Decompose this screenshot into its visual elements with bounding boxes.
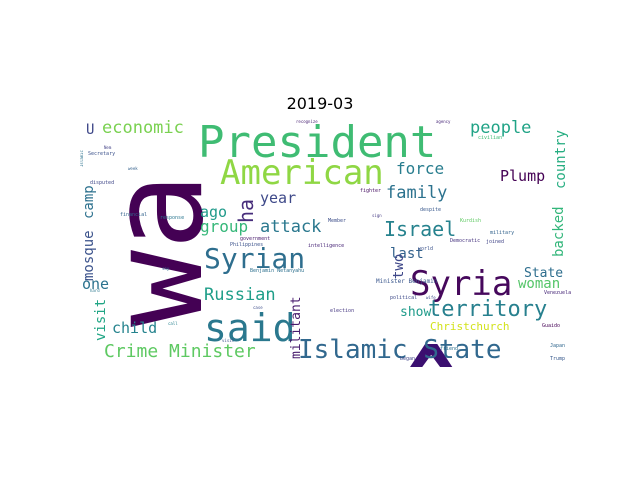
word-cloud-word: Nem [104, 145, 112, 150]
word-cloud-word: Secretary [88, 151, 116, 157]
word-cloud-word: ha [234, 198, 258, 223]
word-cloud-word: group [200, 217, 249, 236]
word-cloud-word: backed [551, 206, 567, 257]
word-cloud-word: world [418, 246, 434, 252]
word-cloud-word: visit [222, 338, 235, 343]
word-cloud-word: Crime Minister [104, 341, 256, 362]
word-cloud-word: ago [200, 203, 228, 221]
word-cloud-word: Syria [410, 264, 513, 304]
word-cloud-word: Syrian [204, 242, 306, 275]
word-cloud-word: agency [436, 119, 451, 124]
word-cloud-word: Japan [550, 343, 566, 349]
word-cloud-word: began [400, 356, 416, 362]
word-cloud-word: last [390, 246, 424, 262]
word-cloud-word: show [400, 305, 432, 320]
word-cloud-word: force [396, 159, 445, 178]
word-cloud-word: disputed [90, 180, 115, 186]
word-cloud-word: Member [328, 218, 347, 224]
word-cloud-word: recognize [296, 119, 318, 124]
word-cloud-word: mosque [81, 230, 97, 281]
word-cloud-word: people [470, 119, 532, 138]
word-cloud-word: attack [260, 217, 322, 237]
word-cloud-word: President [198, 119, 437, 168]
word-cloud-word: State [524, 266, 564, 281]
word-cloud-word: Philippines [230, 242, 264, 248]
word-cloud-word: economic [102, 119, 184, 138]
word-cloud-word: one [82, 275, 110, 293]
word-cloud-word: financial [120, 212, 148, 218]
word-cloud-word: camp [81, 185, 97, 219]
word-cloud-word: sign [372, 213, 382, 218]
word-cloud-word: call [168, 321, 178, 326]
word-cloud-word: Islamic State [298, 335, 502, 365]
word-cloud-word: country [553, 129, 569, 189]
word-cloud-word: despite [420, 207, 442, 213]
word-cloud-word: wa [83, 172, 232, 327]
word-cloud-word: visit [93, 298, 109, 341]
word-cloud-word: Russian [204, 285, 276, 305]
word-cloud-word: joined [486, 239, 505, 245]
word-cloud-word: year [260, 189, 297, 207]
word-cloud-word: government [240, 236, 271, 242]
word-cloud-word: s [488, 311, 576, 368]
word-cloud-word: hard [90, 288, 100, 293]
word-cloud-word: Democratic [450, 238, 481, 244]
word-cloud-word: â [380, 337, 482, 367]
word-cloud-word: Plump [500, 167, 546, 185]
chart-title: 2019-03 [286, 94, 354, 113]
word-cloud-word: Trump [550, 356, 566, 362]
word-cloud-word: family [386, 183, 448, 203]
word-cloud-word: case [253, 305, 263, 310]
word-cloud-word: response [160, 215, 185, 221]
word-cloud-word: civilian [478, 135, 503, 141]
word-cloud-word: wife [426, 295, 436, 300]
word-cloud-word: Guaido [542, 323, 561, 329]
word-cloud-word: say [162, 266, 170, 271]
word-cloud-word: military [490, 230, 515, 236]
word-cloud-word: Christchurch [430, 320, 510, 333]
word-cloud-word: U [86, 122, 95, 138]
word-cloud-word: intelligence [308, 243, 345, 249]
word-cloud-word: two [391, 253, 407, 279]
word-cloud-word: friend [440, 346, 459, 352]
word-cloud-word: American [220, 153, 384, 193]
word-cloud-word: Islamic [80, 150, 84, 167]
word-cloud-word: territory [428, 297, 548, 322]
word-cloud-word: Benjamin Netanyahu [250, 268, 305, 274]
word-cloud-word: Israel [384, 217, 457, 241]
word-cloud-word: fighter [360, 188, 382, 194]
word-cloud-word: said [204, 306, 296, 350]
word-cloud-word: Venezuela [544, 290, 572, 296]
word-cloud-word: child [112, 319, 158, 337]
word-cloud-word: political [390, 295, 418, 301]
word-cloud-word: election [330, 308, 355, 314]
word-cloud-word: Minister Benjamin [376, 278, 438, 285]
word-cloud-word: Kurdish [460, 218, 482, 224]
word-cloud-word: week [128, 166, 138, 171]
word-cloud-word: woman [518, 276, 561, 292]
word-cloud-word: militant [289, 296, 304, 359]
